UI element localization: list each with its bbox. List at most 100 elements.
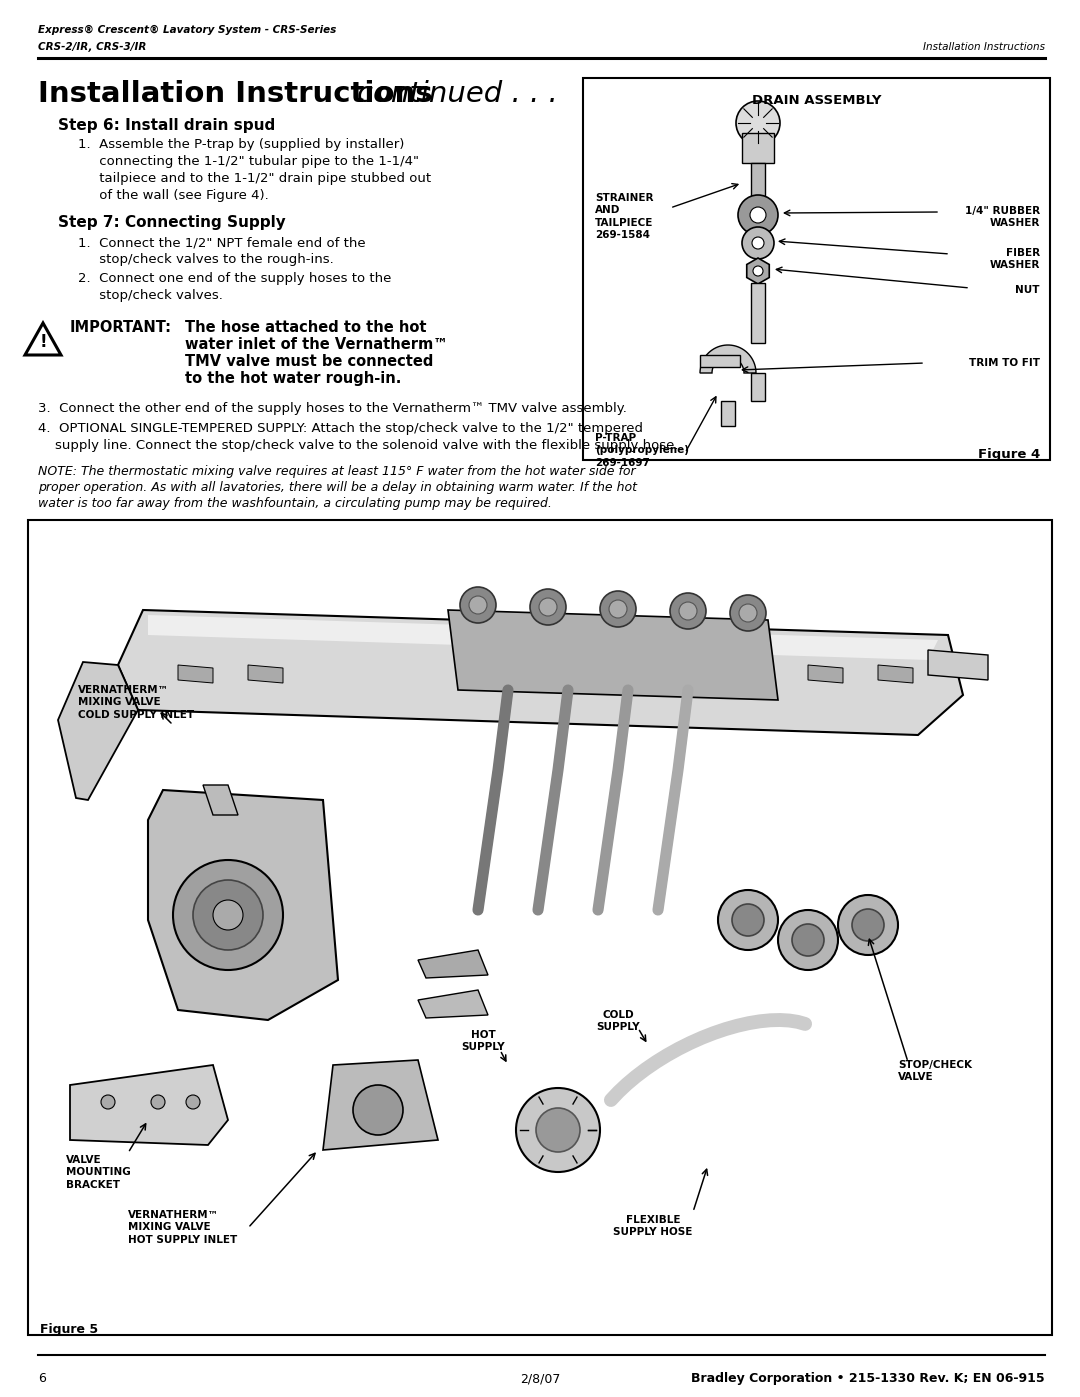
Polygon shape (58, 662, 138, 800)
Polygon shape (418, 990, 488, 1018)
Polygon shape (25, 323, 60, 355)
Text: Express® Crescent® Lavatory System - CRS-Series: Express® Crescent® Lavatory System - CRS… (38, 25, 336, 35)
Polygon shape (118, 610, 963, 735)
Circle shape (753, 265, 762, 277)
Text: IMPORTANT:: IMPORTANT: (70, 320, 172, 335)
Text: Installation Instructions: Installation Instructions (923, 42, 1045, 52)
Circle shape (838, 895, 897, 956)
Circle shape (778, 909, 838, 970)
Polygon shape (700, 345, 756, 373)
Text: NOTE: The thermostatic mixing valve requires at least 115° F water from the hot : NOTE: The thermostatic mixing valve requ… (38, 465, 636, 478)
Text: HOT
SUPPLY: HOT SUPPLY (461, 1030, 504, 1052)
Text: stop/check valves to the rough-ins.: stop/check valves to the rough-ins. (78, 253, 334, 265)
Bar (751, 284, 765, 344)
Circle shape (173, 861, 283, 970)
Bar (742, 133, 774, 163)
Circle shape (718, 890, 778, 950)
Text: water inlet of the Vernatherm™: water inlet of the Vernatherm™ (185, 337, 448, 352)
Text: 3.  Connect the other end of the supply hoses to the Vernatherm™ TMV valve assem: 3. Connect the other end of the supply h… (38, 402, 626, 415)
Polygon shape (878, 665, 913, 683)
Text: The hose attached to the hot: The hose attached to the hot (185, 320, 427, 335)
Polygon shape (148, 789, 338, 1020)
Polygon shape (203, 785, 238, 814)
Circle shape (679, 602, 697, 620)
Text: 2/8/07: 2/8/07 (519, 1372, 561, 1384)
Circle shape (739, 604, 757, 622)
Circle shape (151, 1095, 165, 1109)
Circle shape (732, 904, 764, 936)
Text: 1.  Connect the 1/2" NPT female end of the: 1. Connect the 1/2" NPT female end of th… (78, 236, 366, 249)
Text: COLD
SUPPLY: COLD SUPPLY (596, 1010, 639, 1032)
Polygon shape (746, 258, 769, 284)
Circle shape (516, 1088, 600, 1172)
Text: supply line. Connect the stop/check valve to the solenoid valve with the flexibl: supply line. Connect the stop/check valv… (55, 439, 678, 453)
Circle shape (792, 923, 824, 956)
Text: Figure 5: Figure 5 (40, 1323, 98, 1336)
Text: stop/check valves.: stop/check valves. (78, 289, 222, 302)
Text: 4.  OPTIONAL SINGLE-TEMPERED SUPPLY: Attach the stop/check valve to the 1/2" tem: 4. OPTIONAL SINGLE-TEMPERED SUPPLY: Atta… (38, 422, 643, 434)
Text: STRAINER
AND
TAILPIECE
269-1584: STRAINER AND TAILPIECE 269-1584 (595, 193, 653, 240)
Text: Step 7: Connecting Supply: Step 7: Connecting Supply (58, 215, 286, 231)
Circle shape (742, 226, 774, 258)
Circle shape (609, 599, 627, 617)
Text: continued . . .: continued . . . (357, 80, 557, 108)
Polygon shape (248, 665, 283, 683)
Text: Installation Instructions: Installation Instructions (38, 80, 443, 108)
Text: of the wall (see Figure 4).: of the wall (see Figure 4). (78, 189, 269, 203)
Circle shape (536, 1108, 580, 1153)
Polygon shape (148, 615, 939, 659)
Polygon shape (418, 950, 488, 978)
Circle shape (750, 207, 766, 224)
Text: connecting the 1-1/2" tubular pipe to the 1-1/4": connecting the 1-1/2" tubular pipe to th… (78, 155, 419, 168)
Text: 2.  Connect one end of the supply hoses to the: 2. Connect one end of the supply hoses t… (78, 272, 391, 285)
Text: proper operation. As with all lavatories, there will be a delay in obtaining war: proper operation. As with all lavatories… (38, 481, 637, 495)
Text: VERNATHERM™
MIXING VALVE
HOT SUPPLY INLET: VERNATHERM™ MIXING VALVE HOT SUPPLY INLE… (129, 1210, 238, 1245)
Text: CRS-2/IR, CRS-3/IR: CRS-2/IR, CRS-3/IR (38, 42, 147, 52)
Circle shape (186, 1095, 200, 1109)
Circle shape (530, 590, 566, 624)
Text: Step 6: Install drain spud: Step 6: Install drain spud (58, 117, 275, 133)
Text: VALVE
MOUNTING
BRACKET: VALVE MOUNTING BRACKET (66, 1155, 131, 1190)
Text: FLEXIBLE
SUPPLY HOSE: FLEXIBLE SUPPLY HOSE (613, 1215, 692, 1238)
Bar (28, 520, 1052, 1336)
Circle shape (460, 587, 496, 623)
Polygon shape (70, 1065, 228, 1146)
Text: to the hot water rough-in.: to the hot water rough-in. (185, 372, 402, 386)
Circle shape (539, 598, 557, 616)
Circle shape (670, 592, 706, 629)
Bar (751, 163, 765, 198)
Text: TMV valve must be connected: TMV valve must be connected (185, 353, 433, 369)
Text: FIBER
WASHER: FIBER WASHER (989, 249, 1040, 271)
Polygon shape (928, 650, 988, 680)
Circle shape (469, 597, 487, 615)
Text: 6: 6 (38, 1372, 45, 1384)
Text: NUT: NUT (1015, 285, 1040, 295)
Bar (721, 401, 735, 426)
Circle shape (193, 880, 264, 950)
Text: 1/4" RUBBER
WASHER: 1/4" RUBBER WASHER (964, 205, 1040, 228)
Text: TRIM TO FIT: TRIM TO FIT (969, 358, 1040, 367)
Circle shape (730, 595, 766, 631)
Bar (583, 78, 1050, 460)
Polygon shape (323, 1060, 438, 1150)
Circle shape (102, 1095, 114, 1109)
Polygon shape (448, 610, 778, 700)
Text: Bradley Corporation • 215-1330 Rev. K; EN 06-915: Bradley Corporation • 215-1330 Rev. K; E… (691, 1372, 1045, 1384)
Text: P-TRAP
(polypropylene)
269-1697: P-TRAP (polypropylene) 269-1697 (595, 433, 689, 468)
Circle shape (213, 900, 243, 930)
Text: water is too far away from the washfountain, a circulating pump may be required.: water is too far away from the washfount… (38, 497, 552, 510)
Polygon shape (808, 665, 843, 683)
Circle shape (600, 591, 636, 627)
Circle shape (738, 196, 778, 235)
Text: 1.  Assemble the P-trap by (supplied by installer): 1. Assemble the P-trap by (supplied by i… (78, 138, 404, 151)
Text: DRAIN ASSEMBLY: DRAIN ASSEMBLY (752, 94, 881, 108)
Circle shape (735, 101, 780, 145)
Circle shape (752, 237, 764, 249)
Text: !: ! (39, 332, 46, 351)
Text: tailpiece and to the 1-1/2" drain pipe stubbed out: tailpiece and to the 1-1/2" drain pipe s… (78, 172, 431, 184)
Polygon shape (178, 665, 213, 683)
Circle shape (353, 1085, 403, 1134)
Bar (700, 355, 740, 367)
Text: VERNATHERM™
MIXING VALVE
COLD SUPPLY INLET: VERNATHERM™ MIXING VALVE COLD SUPPLY INL… (78, 685, 194, 719)
Circle shape (852, 909, 885, 942)
